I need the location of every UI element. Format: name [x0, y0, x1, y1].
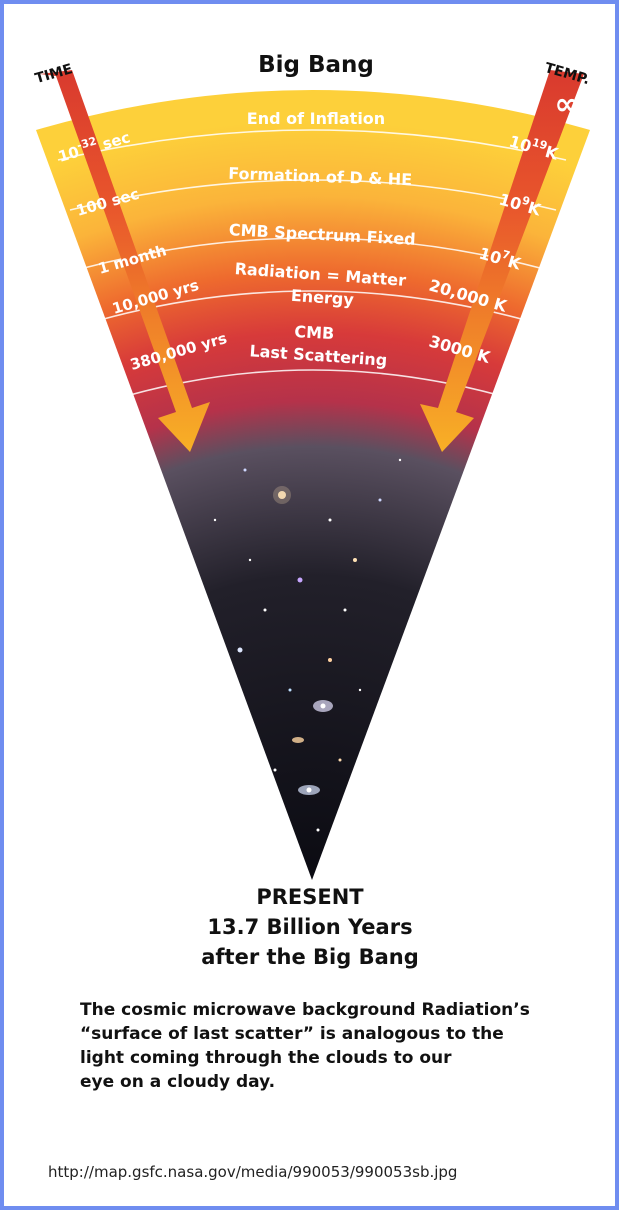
- epoch-temp-formation: 109K: [497, 188, 544, 220]
- caption-line: The cosmic microwave background Radiatio…: [80, 1000, 530, 1020]
- time-arrow: [40, 70, 210, 452]
- source-url: http://map.gsfc.nasa.gov/media/990053/99…: [48, 1163, 458, 1181]
- epoch-temp-spectrum: 107K: [477, 242, 524, 274]
- temp-start-value: ∞: [555, 87, 580, 122]
- epoch-event-last-scattering: CMB: [294, 322, 335, 343]
- temp-arrow: [420, 70, 584, 452]
- universe-cone: [36, 90, 590, 880]
- epoch-event-radiation-line2: Energy: [290, 286, 355, 309]
- caption-line: “surface of last scatter” is analogous t…: [80, 1024, 504, 1044]
- caption-line: eye on a cloudy day.: [80, 1072, 276, 1092]
- diagram-title: Big Bang: [258, 52, 374, 78]
- present-label: PRESENT 13.7 Billion Years after the Big…: [150, 882, 470, 972]
- present-after: after the Big Bang: [201, 945, 419, 969]
- present-title: PRESENT: [256, 885, 364, 909]
- galaxy-field: [213, 458, 402, 832]
- time-start-value: 0: [49, 90, 66, 118]
- caption-text: The cosmic microwave background Radiatio…: [80, 998, 590, 1094]
- present-age: 13.7 Billion Years: [207, 915, 413, 939]
- caption-line: light coming through the clouds to our: [80, 1048, 452, 1068]
- epoch-temp-inflation: 1019K: [507, 130, 561, 164]
- big-bang-cone-diagram: Big Bang TIME 0 TEMP. ∞ End of Inflation…: [33, 52, 591, 880]
- epoch-event-inflation: End of Inflation: [247, 109, 385, 128]
